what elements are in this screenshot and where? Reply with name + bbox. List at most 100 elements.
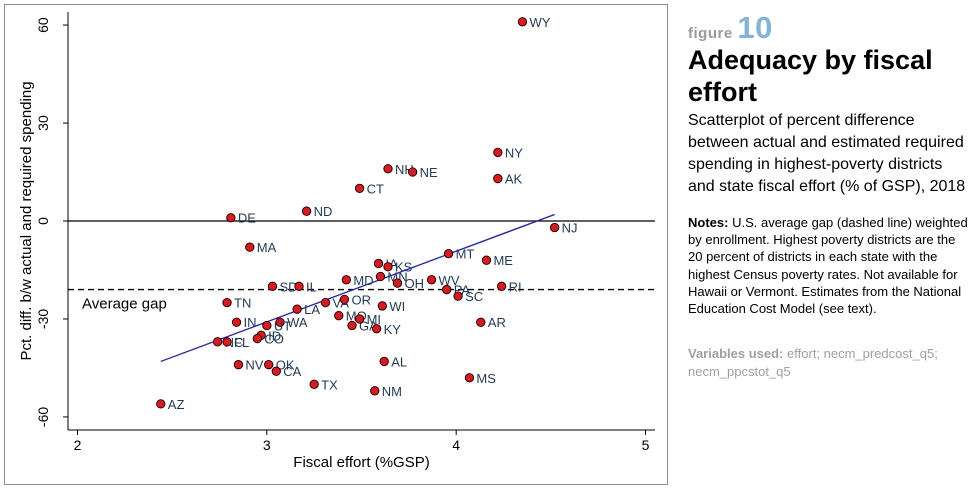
point-label-fl: FL	[234, 335, 249, 350]
scatter-point-al	[379, 356, 389, 367]
scatter-point-ok	[264, 360, 274, 370]
scatter-point-nc	[212, 337, 223, 347]
scatter-point-de	[226, 213, 236, 223]
point-label-mn: MN	[387, 270, 407, 285]
point-label-ky: KY	[384, 322, 402, 337]
figure-label: figure 10	[688, 10, 970, 46]
variables-label: Variables used:	[688, 346, 784, 362]
average-gap-label: Average gap	[82, 296, 167, 313]
scatter-point-va	[320, 297, 331, 308]
point-label-al: AL	[391, 354, 407, 369]
scatter-point-me	[481, 255, 492, 265]
point-label-ca: CA	[283, 364, 301, 379]
point-label-wa: WA	[287, 315, 308, 330]
point-label-de: DE	[238, 211, 256, 226]
point-label-il: IL	[306, 279, 317, 294]
figure-number: 10	[737, 10, 773, 45]
scatter-point-ri	[496, 281, 507, 291]
variables-used: Variables used: effort; necm_predcost_q5…	[688, 345, 970, 380]
scatter-point-ak	[493, 173, 503, 184]
point-label-ri: RI	[509, 279, 522, 294]
scatter-point-ma	[245, 242, 255, 252]
figure-word: figure	[688, 25, 733, 42]
x-tick-label: 3	[263, 437, 271, 453]
scatter-point-ia	[373, 258, 384, 269]
point-label-az: AZ	[168, 397, 185, 412]
scatter-point-fl	[222, 337, 232, 347]
variables-text: effort; necm_predcost_q5; necm_ppcstot_q…	[688, 346, 938, 379]
notes-text: U.S. average gap (dashed line) weighted …	[688, 215, 968, 317]
scatter-point-nm	[370, 386, 380, 396]
fit-line	[160, 213, 555, 363]
scatter-point-oh	[392, 278, 403, 288]
point-label-or: OR	[351, 292, 371, 307]
point-label-mi: MI	[367, 312, 381, 327]
point-label-wv: WV	[439, 273, 460, 288]
point-label-in: IN	[244, 315, 257, 330]
y-tick-label: 0	[35, 217, 51, 225]
scatter-point-ks	[383, 262, 393, 272]
scatter-point-tn	[222, 297, 232, 308]
scatter-point-ca	[271, 366, 281, 376]
x-axis-title: Fiscal effort (%GSP)	[293, 454, 429, 471]
point-label-sc: SC	[465, 289, 483, 304]
point-label-ak: AK	[505, 172, 523, 187]
scatter-point-ms	[464, 373, 475, 383]
chart-frame	[4, 4, 668, 485]
point-label-nv: NV	[245, 358, 263, 373]
point-label-nm: NM	[382, 384, 402, 399]
scatter-point-wi	[377, 301, 387, 311]
figure-title: Adequacy by fiscal effort	[688, 45, 933, 107]
x-tick-label: 5	[642, 437, 650, 453]
point-label-tx: TX	[321, 377, 338, 392]
scatter-point-ut	[262, 320, 272, 331]
scatter-point-in	[231, 317, 242, 327]
scatter-point-nj	[549, 222, 560, 233]
point-label-id: ID	[268, 328, 281, 343]
point-label-sd: SD	[280, 279, 298, 294]
figure-subtitle: Scatterplot of percent difference betwee…	[688, 112, 966, 195]
scatter-point-ga	[347, 320, 357, 331]
scatter-point-sd	[267, 281, 278, 291]
y-tick-label: 30	[35, 115, 51, 131]
point-label-ny: NY	[505, 145, 523, 160]
scatter-point-wy	[517, 17, 528, 27]
point-label-md: MD	[353, 273, 373, 288]
scatter-point-nh	[383, 164, 393, 174]
scatter-point-ny	[493, 147, 503, 158]
scatter-point-ky	[371, 324, 382, 334]
scatter-point-mi	[354, 314, 365, 324]
scatter-point-ar	[476, 317, 486, 327]
scatter-point-nv	[233, 360, 244, 370]
figure-notes: Notes: U.S. average gap (dashed line) we…	[688, 214, 970, 317]
y-tick-label: -30	[35, 309, 51, 329]
scatter-point-ct	[354, 183, 365, 193]
point-label-nj: NJ	[562, 221, 578, 236]
scatter-point-pa	[442, 284, 452, 295]
point-label-me: ME	[493, 253, 513, 268]
scatter-point-nd	[301, 206, 312, 216]
scatter-point-mt	[443, 249, 454, 259]
scatter-point-md	[341, 275, 352, 285]
point-label-wy: WY	[529, 15, 550, 30]
point-label-oh: OH	[404, 276, 424, 291]
scatter-point-wv	[426, 275, 437, 285]
scatter-point-wa	[275, 317, 285, 327]
scatter-point-il	[294, 281, 304, 291]
x-tick-label: 4	[452, 437, 460, 453]
point-label-tn: TN	[234, 296, 251, 311]
scatter-point-co	[252, 333, 263, 344]
scatter-point-az	[156, 399, 166, 409]
scatter-point-or	[339, 294, 350, 305]
y-tick-label: -60	[35, 407, 51, 427]
y-tick-label: 60	[35, 17, 51, 33]
x-tick-label: 2	[74, 437, 82, 453]
point-label-ok: OK	[276, 358, 295, 373]
point-label-ks: KS	[395, 260, 413, 275]
scatter-point-tx	[309, 379, 319, 389]
point-label-nd: ND	[314, 204, 333, 219]
scatter-point-mo	[334, 311, 344, 321]
point-label-ms: MS	[476, 371, 496, 386]
point-label-ar: AR	[488, 315, 506, 330]
figure-caption: figure 10 Adequacy by fiscal effort Scat…	[688, 10, 970, 380]
